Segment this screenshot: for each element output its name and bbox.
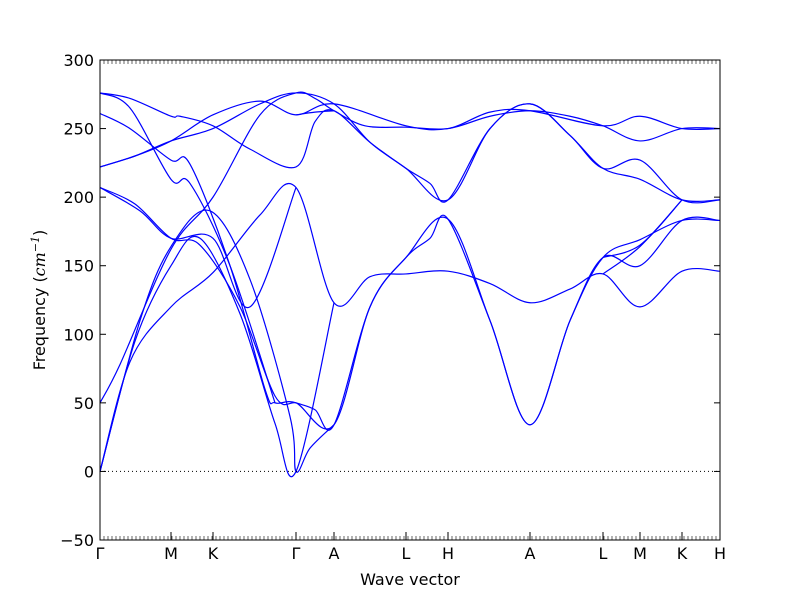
phonon-branch-1 [99, 235, 335, 478]
y-tick-label: 200 [63, 188, 94, 207]
y-tick-label: 300 [63, 51, 94, 70]
x-tick-label: K [208, 544, 219, 563]
phonon-branch-14 [602, 199, 683, 259]
x-tick-label: H [714, 544, 726, 563]
minor-ticks [99, 60, 721, 540]
x-tick-label: L [402, 544, 411, 563]
y-axis-ticks: −50 0 50 100 150 200 250 300 [60, 51, 720, 550]
x-tick-label: M [633, 544, 647, 563]
y-tick-label: 0 [84, 462, 94, 481]
phonon-branch-7 [99, 92, 276, 404]
x-tick-label: K [677, 544, 688, 563]
y-axis-label-unit: cm [30, 252, 49, 276]
x-tick-label: A [525, 544, 536, 563]
plot-frame [99, 59, 721, 541]
phonon-branch-13 [602, 199, 683, 275]
phonon-branch-9 [99, 92, 721, 204]
x-axis-label: Wave vector [360, 570, 460, 589]
y-axis-label-exponent: −1 [29, 236, 42, 252]
phonon-branch-4 [99, 182, 721, 472]
phonon-branch-11 [99, 187, 297, 309]
y-tick-label: 150 [63, 257, 94, 276]
y-tick-label: 100 [63, 325, 94, 344]
x-tick-label: Γ [292, 544, 301, 563]
y-tick-label: 250 [63, 120, 94, 139]
x-tick-label: H [442, 544, 454, 563]
phonon-branch-6 [99, 112, 721, 430]
phonon-branch-10 [99, 100, 721, 168]
phonon-branch-2 [99, 209, 335, 473]
x-tick-label: M [164, 544, 178, 563]
y-axis-label-suffix: ) [30, 230, 49, 236]
phonon-branch-5 [99, 186, 721, 431]
y-axis-label-prefix: Frequency ( [30, 276, 49, 370]
y-axis-label: Frequency (cm−1) [29, 230, 49, 371]
x-tick-label: L [599, 544, 608, 563]
x-tick-label: A [329, 544, 340, 563]
y-tick-label: 50 [74, 394, 94, 413]
y-tick-label: −50 [60, 531, 94, 550]
phonon-branch-3 [99, 91, 721, 404]
series-group [99, 91, 721, 478]
phonon-branch-12 [295, 110, 335, 116]
phonon-branch-8 [99, 92, 721, 203]
x-tick-label: Γ [96, 544, 105, 563]
